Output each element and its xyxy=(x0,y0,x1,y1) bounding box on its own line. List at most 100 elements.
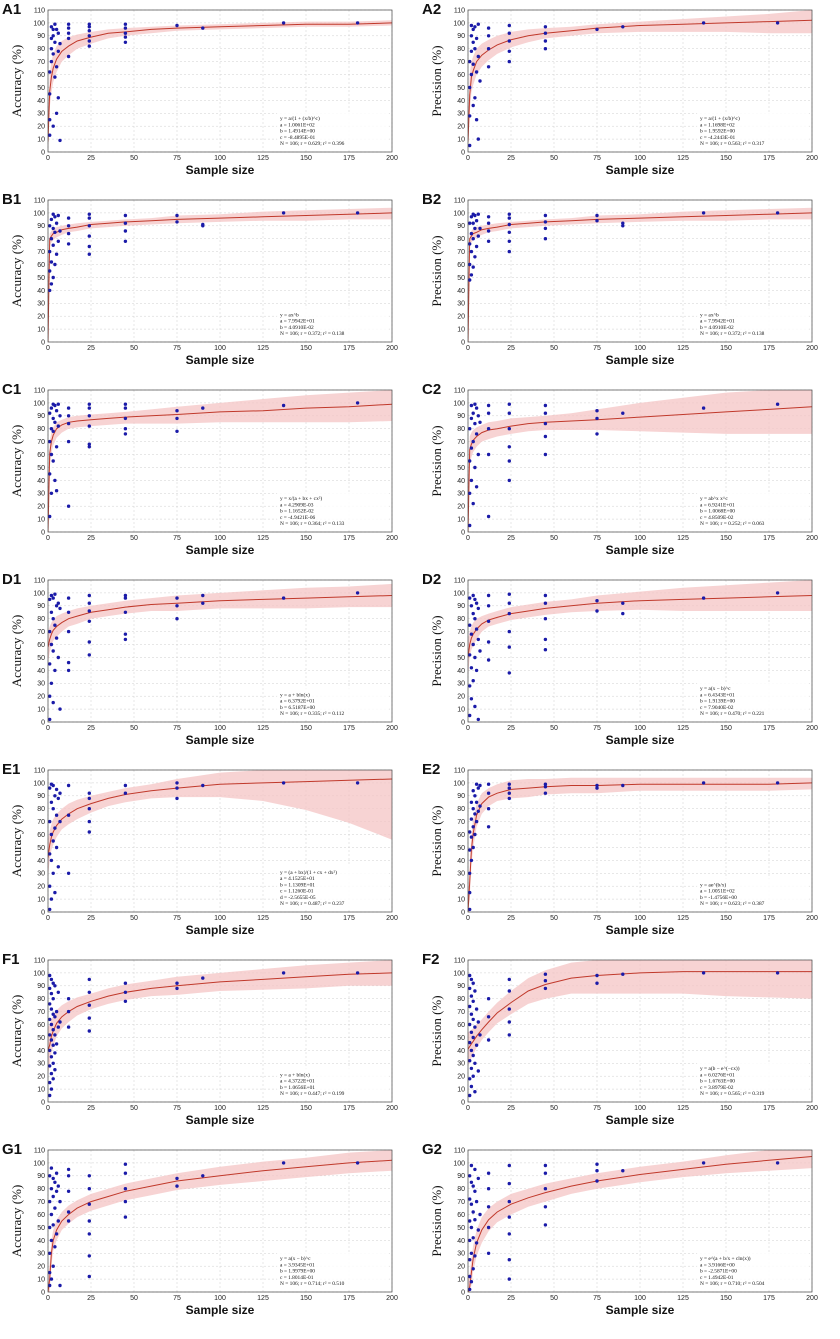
data-point xyxy=(468,1059,472,1063)
data-point xyxy=(507,629,511,634)
fit-curve xyxy=(468,782,812,912)
data-point xyxy=(469,273,474,277)
data-point xyxy=(56,239,60,243)
data-point xyxy=(473,617,477,621)
y-tick-label: 30 xyxy=(37,111,45,118)
y-tick-label: 0 xyxy=(41,149,45,156)
chart-svg: 0 10 20 30 40 50 60 70 80 90 100 110 0 25 50 75 100 125 15… xyxy=(2,571,398,747)
y-tick-label: 30 xyxy=(457,1251,465,1258)
data-point xyxy=(66,406,71,410)
data-point xyxy=(543,411,548,415)
y-tick-label: 70 xyxy=(37,1009,45,1016)
data-point xyxy=(201,26,205,30)
plot-frame xyxy=(47,769,393,913)
data-point xyxy=(56,213,60,218)
data-point xyxy=(49,800,54,804)
data-point xyxy=(471,40,475,44)
data-point xyxy=(486,221,491,225)
y-tick-label: 60 xyxy=(37,452,45,459)
y-tick-label: 50 xyxy=(37,845,45,852)
equation-line: y = ae^(b/x) xyxy=(700,881,726,888)
data-point xyxy=(54,1232,59,1236)
y-tick-label: 100 xyxy=(33,590,45,597)
data-point xyxy=(474,1043,479,1047)
confidence-band xyxy=(48,1150,392,1292)
data-point xyxy=(123,1199,128,1204)
data-point xyxy=(468,713,472,718)
equation-line: N = 106; r = 0.623; r² = 0.387 xyxy=(700,901,765,907)
data-point xyxy=(507,1020,511,1024)
data-point xyxy=(469,249,474,254)
y-tick-label: 30 xyxy=(457,111,465,118)
data-point xyxy=(66,26,71,30)
data-point xyxy=(54,787,59,792)
y-axis-label: Accuracy (%) xyxy=(9,1185,24,1258)
data-point xyxy=(48,1283,52,1288)
plot-frame xyxy=(47,9,393,153)
y-tick-label: 80 xyxy=(457,236,465,243)
data-point xyxy=(486,1038,491,1042)
equation-line: y = a/(1 + (x/b)^c) xyxy=(700,115,740,122)
y-tick-label: 10 xyxy=(457,896,465,903)
y-tick-label: 90 xyxy=(37,33,45,40)
data-point xyxy=(507,796,511,801)
data-point xyxy=(468,114,472,118)
data-point xyxy=(507,1232,511,1236)
data-point xyxy=(473,1218,477,1222)
y-axis-label: Precision (%) xyxy=(429,995,444,1066)
x-tick-label: 175 xyxy=(343,1105,355,1112)
x-tick-label: 0 xyxy=(466,725,470,732)
data-point xyxy=(48,1017,52,1022)
data-point xyxy=(87,830,92,834)
x-tick-label: 75 xyxy=(593,1295,601,1302)
equation-box xyxy=(277,1068,389,1098)
data-point xyxy=(507,1033,511,1037)
y-axis-label: Precision (%) xyxy=(429,235,444,306)
y-tick-label: 30 xyxy=(457,681,465,688)
data-point xyxy=(507,1163,511,1168)
data-point xyxy=(49,1277,54,1281)
equation-line: a = 6.3792E+01 xyxy=(280,699,315,705)
y-tick-label: 100 xyxy=(453,20,465,27)
y-tick-label: 0 xyxy=(41,719,45,726)
y-tick-label: 90 xyxy=(37,413,45,420)
data-point xyxy=(87,25,92,29)
y-tick-label: 110 xyxy=(454,767,465,774)
equation-box xyxy=(277,1252,389,1288)
y-tick-label: 20 xyxy=(37,504,45,511)
data-point xyxy=(49,1166,54,1170)
data-point xyxy=(175,986,179,991)
data-point xyxy=(474,627,479,631)
x-tick-label: 200 xyxy=(386,1105,398,1112)
data-point xyxy=(54,1171,59,1175)
y-tick-label: 70 xyxy=(37,819,45,826)
data-point xyxy=(469,1066,474,1071)
data-point xyxy=(473,465,477,470)
data-point xyxy=(469,231,474,236)
data-point xyxy=(175,604,179,608)
data-point xyxy=(469,23,474,28)
x-tick-label: 50 xyxy=(130,155,138,162)
equation-box xyxy=(697,1062,809,1098)
data-point xyxy=(471,1267,475,1271)
data-point xyxy=(469,215,474,219)
data-point xyxy=(51,212,55,216)
data-point xyxy=(476,786,480,790)
data-point xyxy=(469,1280,474,1284)
data-point xyxy=(476,637,480,642)
data-point xyxy=(775,402,780,406)
y-tick-label: 0 xyxy=(41,1099,45,1106)
y-tick-label: 0 xyxy=(41,529,45,536)
data-point xyxy=(543,226,548,231)
x-tick-label: 200 xyxy=(386,915,398,922)
data-point xyxy=(53,420,57,424)
data-point xyxy=(87,819,92,824)
x-tick-label: 200 xyxy=(806,345,818,352)
data-point xyxy=(87,29,92,33)
data-point xyxy=(87,414,92,418)
panel-label: D1 xyxy=(2,571,21,588)
x-tick-label: 175 xyxy=(763,1295,775,1302)
y-tick-label: 100 xyxy=(453,400,465,407)
y-tick-label: 20 xyxy=(37,694,45,701)
data-point xyxy=(49,832,54,837)
